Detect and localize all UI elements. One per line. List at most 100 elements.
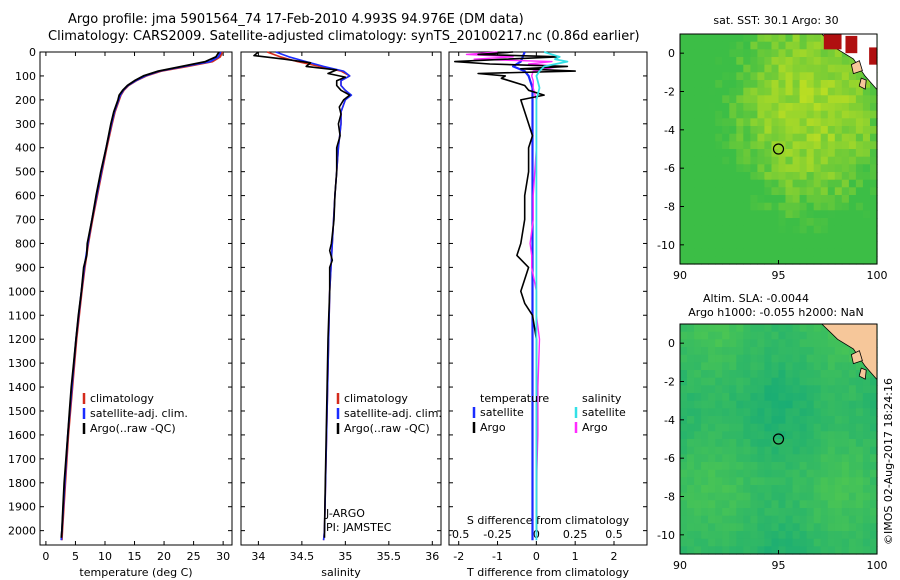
sst-map-cell [708,172,716,181]
sst-map-cell [736,34,744,43]
sst-map-cell [862,218,871,227]
sst-map-cell [778,118,787,127]
sla-map-cell [827,515,836,524]
sla-map-cell [806,385,815,394]
sla-map-cell [806,523,815,532]
sst-map-cell [715,179,723,188]
sst-map-cell [870,133,878,142]
sst-map-cell [729,156,737,165]
sst-map-cell [813,80,822,89]
sst-map-cell [820,141,829,150]
sla-map-cell [848,469,857,478]
sst-map-cell [813,195,822,204]
sst-map-cell [715,126,723,135]
sst-map-cell [870,156,878,165]
sla-map-cell [680,408,688,417]
sla-map-cell [736,515,744,524]
sst-map-cell [757,126,765,135]
sst-map-cell [729,233,737,242]
sst-map-cell [820,195,829,204]
sst-map-title: sat. SST: 30.1 Argo: 30 [713,14,838,27]
sst-map-cell [694,248,702,257]
sst-map-cell [841,195,850,204]
sla-map-cell [694,339,702,348]
sla-map-cell [813,377,822,386]
sla-map-argo-marker [772,433,785,445]
sst-map-cell [792,210,801,219]
sla-map-cell [855,515,864,524]
sla-map-cell [736,331,744,340]
sla-map-cell [806,469,815,478]
sst-map-cell [813,241,822,250]
sla-map-cell [792,485,801,494]
sst-map-cell [785,210,794,219]
sst-map-cell [862,110,871,119]
sst-map-cell [708,34,716,43]
sla-map-cell [870,531,878,540]
sla-map-cell [785,324,794,333]
sla-map-cell [870,469,878,478]
sla-map-cell [870,385,878,394]
sst-map-cell [855,172,864,181]
sst-map-cell [848,218,857,227]
sla-map-cell [757,431,765,440]
sst-map-cell [771,233,780,242]
sst-map-cell [722,248,730,257]
sla-map-cell [827,347,836,356]
sla-map-cell [799,416,808,425]
sla-map-cell [799,393,808,402]
sst-map-cell [778,80,787,89]
sla-map-cell [715,354,723,363]
sst-map-cell [708,202,716,211]
sla-map-cell [764,416,772,425]
sst-map-cell [722,156,730,165]
sla-map-cell [778,370,787,379]
sla-map-cell [694,546,702,555]
sla-map-cell [715,347,723,356]
sst-map-cell [750,41,758,50]
sla-map-cell [799,347,808,356]
sla-map-cell [792,393,801,402]
sst-map-cell [687,248,695,257]
sst-map-cell [848,233,857,242]
sla-map-cell [771,416,780,425]
sst-map-cell [722,126,730,135]
sla-map-cell [870,400,878,409]
salinity-panel: 34 34.5 35 35.5 36climatologysatellite-adj. … [240,51,442,579]
sla-map-cell [715,531,723,540]
sst-map-cell [764,195,772,204]
sst-map-cell [827,72,836,81]
sla-map-cell [848,477,857,486]
sst-map-cell [701,156,709,165]
sla-map-cell [785,531,794,540]
sst-map-cell [757,172,765,181]
sst-map-cell [743,218,751,227]
sla-map-cell [743,477,751,486]
sst-map-cell [750,110,758,119]
sla-map-cell [764,508,772,517]
sst-map-cell [771,164,780,173]
sst-map-cell [841,80,850,89]
sst-map-cell [862,248,871,257]
sst-map-cell [715,172,723,181]
sla-map-cell [701,324,709,333]
depth-tick-label: 2000 [8,525,36,538]
sla-map-cell [708,408,716,417]
sla-map-cell [764,339,772,348]
sla-map-cell [771,462,780,471]
sst-map-cell [778,126,787,135]
sst-map-cell [757,218,765,227]
sla-map-cell [743,400,751,409]
sla-map-cell [799,500,808,509]
sst-map-cell [694,133,702,142]
sla-map-cell [750,393,758,402]
sla-map-cell [750,454,758,463]
sst-map-cell [729,118,737,127]
sst-map-cell [687,218,695,227]
sla-map-cell [799,531,808,540]
sla-map-cell [694,416,702,425]
sla-map-cell [848,446,857,455]
sla-map-subtitle: Argo h1000: -0.055 h2000: NaN [688,306,864,319]
sla-map-cell [820,408,829,417]
sst-map-cell [792,126,801,135]
